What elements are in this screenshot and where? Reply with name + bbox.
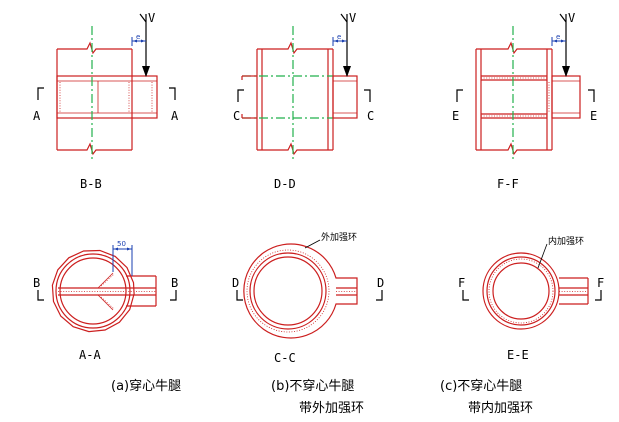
captions: (a)穿心牛腿 (b)不穿心牛腿 带外加强环 (c)不穿心牛腿 带内加强环 bbox=[111, 378, 533, 416]
cut-label-left: E bbox=[452, 109, 459, 123]
cut-mark-left bbox=[37, 87, 44, 100]
cut-label-left: B bbox=[33, 276, 40, 290]
load-arrow bbox=[142, 66, 150, 77]
cut-label-left: D bbox=[232, 276, 239, 290]
section-label: F-F bbox=[497, 177, 519, 191]
section-label: A-A bbox=[79, 348, 101, 362]
bracket bbox=[332, 75, 358, 119]
outer-ring bbox=[243, 243, 358, 339]
section-label: D-D bbox=[274, 177, 296, 191]
caption-b-line1: (b)不穿心牛腿 bbox=[271, 378, 354, 394]
elevation-b-b: V e A A B-B bbox=[33, 11, 179, 191]
svg-text:e: e bbox=[337, 33, 341, 41]
section-label: E-E bbox=[507, 348, 529, 362]
column-shell bbox=[55, 253, 131, 329]
cut-label-left: A bbox=[33, 109, 41, 123]
column-bottom-break bbox=[57, 142, 132, 156]
plan-c-c: 外加强环 D D C-C bbox=[232, 231, 384, 365]
inner-ring bbox=[492, 262, 550, 320]
ring-note: 外加强环 bbox=[321, 231, 357, 243]
plan-a-a: 50 B B A-A bbox=[33, 240, 178, 362]
column-bottom-break bbox=[476, 142, 552, 156]
column-shell bbox=[249, 252, 327, 330]
caption-b-line2: 带外加强环 bbox=[299, 401, 364, 416]
load-label: V bbox=[349, 11, 356, 25]
column-outer bbox=[51, 249, 135, 333]
cut-mark-right bbox=[169, 87, 176, 100]
weld bbox=[488, 258, 554, 324]
bracket bbox=[56, 75, 158, 119]
column-bottom-break bbox=[257, 142, 333, 156]
svg-text:e: e bbox=[556, 33, 560, 41]
weld bbox=[246, 249, 330, 333]
cut-label-right: A bbox=[171, 109, 179, 123]
section-label: B-B bbox=[80, 177, 102, 191]
cut-label-left: C bbox=[233, 109, 240, 123]
cut-label-right: C bbox=[367, 109, 374, 123]
load-label: V bbox=[568, 11, 575, 25]
column-top-break bbox=[257, 41, 333, 55]
caption-c-line1: (c)不穿心牛腿 bbox=[440, 378, 522, 394]
bracket bbox=[551, 75, 581, 119]
cut-label-left: F bbox=[458, 276, 465, 290]
svg-text:e: e bbox=[136, 33, 140, 41]
column-top-break bbox=[476, 41, 552, 55]
load-label: V bbox=[148, 11, 155, 25]
column-shell bbox=[482, 252, 560, 330]
ring-note: 内加强环 bbox=[548, 235, 584, 247]
caption-a: (a)穿心牛腿 bbox=[111, 378, 181, 394]
cut-label-right: B bbox=[171, 276, 178, 290]
cut-label-right: F bbox=[597, 276, 604, 290]
cut-label-right: E bbox=[590, 109, 597, 123]
plan-e-e: 内加强环 F F E-E bbox=[458, 235, 604, 362]
section-label: C-C bbox=[274, 351, 296, 365]
column-top-break bbox=[57, 41, 132, 55]
dimension-label: 50 bbox=[117, 240, 126, 248]
elevation-f-f: V e E E F-F bbox=[452, 11, 597, 191]
elevation-d-d: V e C C D-D bbox=[233, 11, 374, 191]
cut-label-right: D bbox=[377, 276, 384, 290]
caption-c-line2: 带内加强环 bbox=[468, 400, 533, 416]
